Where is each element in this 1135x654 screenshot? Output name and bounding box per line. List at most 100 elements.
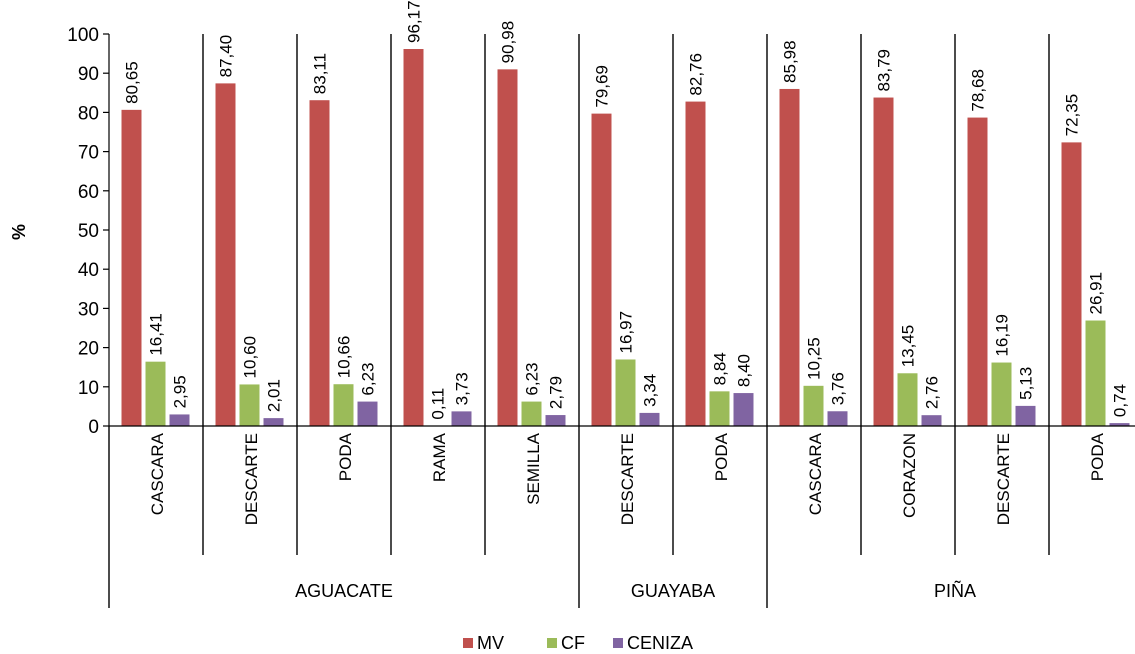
x-category-label: DESCARTE	[994, 433, 1013, 525]
bar-ceniza	[263, 418, 284, 426]
data-label-ceniza: 3,73	[453, 372, 472, 405]
bar-ceniza	[733, 393, 754, 426]
data-label-cf: 16,97	[617, 311, 636, 354]
data-label-cf: 26,91	[1087, 272, 1106, 315]
bar-cf	[991, 362, 1012, 426]
legend-swatch-ceniza	[613, 638, 623, 648]
y-tick-label: 80	[78, 103, 99, 124]
legend-label-cf: CF	[561, 633, 585, 653]
bar-ceniza	[1109, 423, 1130, 426]
y-axis: 0 10 20 30 40 50 60 70 80 90 100	[67, 25, 110, 438]
x-category-label: PODA	[1088, 432, 1107, 481]
x-category-label: PODA	[336, 432, 355, 481]
x-category-label: SEMILLA	[524, 432, 543, 504]
data-label-cf: 10,66	[335, 336, 354, 379]
y-tick-label: 10	[78, 378, 99, 399]
legend-swatch-mv	[463, 638, 473, 648]
y-tick-label: 30	[78, 299, 99, 320]
legend-label-ceniza: CENIZA	[627, 633, 693, 653]
y-tick-label: 40	[78, 260, 99, 281]
data-label-cf: 16,19	[993, 314, 1012, 357]
data-label-mv: 79,69	[593, 65, 612, 108]
legend: MV CF CENIZA	[463, 633, 693, 653]
bar-mv	[685, 101, 706, 426]
y-axis-title: %	[9, 224, 29, 240]
data-label-cf: 6,23	[523, 362, 542, 395]
data-label-ceniza: 2,95	[171, 375, 190, 408]
bar-ceniza	[921, 415, 942, 426]
x-category-label: CASCARA	[806, 432, 825, 515]
bar-mv	[873, 97, 894, 426]
y-tick-label: 60	[78, 182, 99, 203]
bars	[121, 49, 1130, 427]
bar-cf	[709, 391, 730, 426]
data-label-ceniza: 3,34	[641, 374, 660, 407]
x-category-label: DESCARTE	[618, 433, 637, 525]
bar-cf	[1085, 320, 1106, 426]
bar-ceniza	[545, 415, 566, 426]
bar-mv	[779, 88, 800, 426]
data-label-mv: 83,79	[875, 49, 894, 92]
bar-ceniza	[639, 412, 660, 426]
y-tick-label: 0	[88, 417, 99, 438]
legend-swatch-cf	[547, 638, 557, 648]
data-label-ceniza: 2,01	[265, 379, 284, 412]
bar-ceniza	[169, 414, 190, 426]
data-label-mv: 82,76	[687, 53, 706, 96]
y-tick-label: 100	[67, 25, 99, 46]
y-tick-label: 90	[78, 64, 99, 85]
bar-mv	[215, 83, 236, 426]
x-axis: CASCARA DESCARTE PODA RAMA SEMILLA DESCARTE PO…	[108, 34, 1135, 608]
y-tick-label: 50	[78, 221, 99, 242]
data-labels: 80,65 16,41 2,95 87,40 10,60 2,01 83,11 10,66 6,…	[123, 0, 1130, 419]
bar-mv	[121, 109, 142, 427]
bar-cf	[615, 359, 636, 426]
data-label-ceniza: 0,74	[1111, 384, 1130, 417]
data-label-mv: 85,98	[781, 40, 800, 83]
x-group-label: PIÑA	[934, 580, 976, 601]
x-category-label: DESCARTE	[242, 433, 261, 525]
data-label-mv: 83,11	[311, 53, 330, 94]
bar-mv	[403, 49, 424, 426]
x-category-label: CORAZON	[900, 433, 919, 518]
data-label-mv: 78,68	[969, 69, 988, 112]
x-group-label: AGUACATE	[295, 581, 393, 601]
data-label-cf: 10,60	[241, 336, 260, 379]
bar-cf	[803, 385, 824, 426]
data-label-ceniza: 6,23	[359, 362, 378, 395]
bar-ceniza	[451, 411, 472, 426]
bar-mv	[967, 117, 988, 426]
data-label-cf: 10,25	[805, 337, 824, 380]
data-label-mv: 72,35	[1063, 94, 1082, 137]
data-label-ceniza: 5,13	[1017, 367, 1036, 400]
x-category-label: RAMA	[430, 432, 449, 482]
legend-label-mv: MV	[477, 633, 504, 653]
bar-cf	[333, 384, 354, 426]
bar-mv	[591, 113, 612, 426]
bar-mv	[309, 100, 330, 426]
data-label-ceniza: 8,40	[735, 354, 754, 387]
x-category-label: CASCARA	[148, 432, 167, 515]
y-tick-label: 20	[78, 339, 99, 360]
data-label-cf: 13,45	[899, 325, 918, 368]
bar-cf	[145, 361, 166, 426]
bar-mv	[497, 69, 518, 426]
data-label-cf: 16,41	[147, 313, 166, 356]
data-label-mv: 87,40	[217, 35, 236, 78]
data-label-cf: 0,11	[429, 388, 448, 420]
data-label-ceniza: 3,76	[829, 372, 848, 405]
data-label-mv: 80,65	[123, 61, 142, 104]
bar-ceniza	[1015, 405, 1036, 426]
data-label-mv: 96,17	[405, 0, 424, 43]
data-label-mv: 90,98	[499, 21, 518, 64]
bar-mv	[1061, 142, 1082, 426]
data-label-cf: 8,84	[711, 352, 730, 385]
x-category-label: PODA	[712, 432, 731, 481]
bar-cf	[897, 373, 918, 426]
data-label-ceniza: 2,79	[547, 376, 566, 409]
bar-cf	[239, 384, 260, 426]
data-label-ceniza: 2,76	[923, 376, 942, 409]
bar-ceniza	[357, 401, 378, 426]
bar-cf	[521, 401, 542, 426]
